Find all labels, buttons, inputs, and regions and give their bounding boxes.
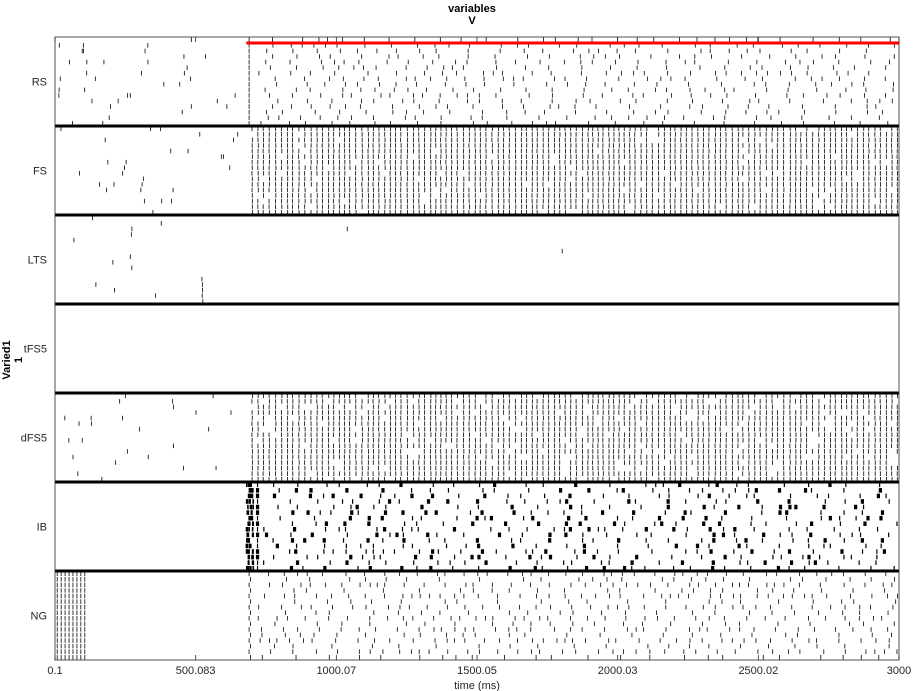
- population-NG: [56, 571, 898, 660]
- population-LTS: [73, 215, 563, 304]
- population-IB: [245, 482, 898, 571]
- title-line-1: variables: [448, 3, 496, 15]
- y-axis-label: Varied1 1: [1, 340, 25, 379]
- spike-raster: [56, 37, 899, 660]
- population-FS: [60, 126, 899, 215]
- ylabel-line-2: 1: [13, 357, 25, 363]
- ylabel-line-1: Varied1: [1, 340, 13, 379]
- title: variables V: [448, 3, 496, 27]
- population-RS: [58, 37, 895, 126]
- title-line-2: V: [468, 15, 476, 27]
- population-dFS5: [64, 393, 899, 482]
